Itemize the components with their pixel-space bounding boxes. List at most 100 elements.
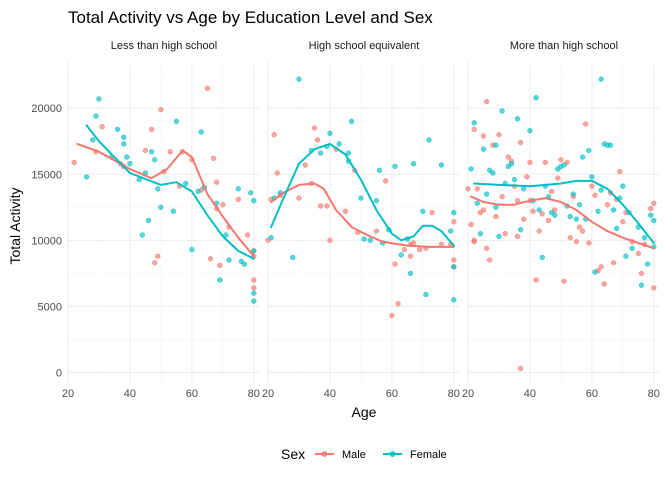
data-point-male	[158, 106, 164, 113]
data-point-male	[576, 224, 583, 230]
data-point-female	[145, 217, 152, 224]
x-tick-label: 40	[524, 388, 536, 400]
data-point-female	[648, 212, 654, 218]
data-point-female	[93, 113, 99, 119]
data-point-female	[451, 264, 457, 270]
data-point-female	[570, 191, 576, 197]
panel-3: More than high school 20 40 60 80	[462, 40, 660, 400]
data-point-female	[514, 116, 521, 122]
legend-key-female: Female	[383, 449, 447, 461]
x-axis-title: Age	[352, 404, 377, 420]
data-point-male	[651, 285, 657, 291]
data-point-male	[499, 194, 505, 200]
data-point-male	[517, 365, 524, 372]
data-point-male	[451, 257, 457, 263]
data-point-male	[487, 257, 493, 263]
data-point-male	[617, 168, 623, 175]
data-point-female	[251, 198, 257, 204]
data-point-male	[517, 139, 524, 146]
data-point-female	[493, 204, 499, 210]
data-point-female	[358, 195, 364, 201]
data-point-female	[290, 254, 296, 261]
data-point-male	[480, 133, 487, 139]
data-point-female	[451, 297, 457, 303]
data-point-male	[548, 188, 555, 195]
legend-title: Sex	[281, 446, 305, 462]
data-point-male	[468, 221, 474, 228]
data-point-male	[417, 246, 423, 253]
smooth-line-male	[470, 195, 655, 250]
data-point-male	[142, 147, 149, 154]
smooth-line-female	[85, 124, 255, 260]
data-point-male	[601, 281, 607, 287]
legend-key-point	[321, 451, 328, 457]
data-point-male	[610, 260, 617, 266]
data-point-female	[198, 129, 204, 135]
data-point-female	[235, 186, 241, 192]
data-point-female	[468, 166, 474, 172]
data-point-female	[552, 212, 558, 218]
data-point-male	[71, 159, 77, 166]
data-point-male	[579, 228, 586, 234]
data-point-male	[483, 98, 490, 105]
data-point-male	[558, 157, 564, 163]
data-point-female	[613, 225, 620, 232]
female-points	[268, 76, 457, 303]
data-point-male	[474, 186, 480, 192]
data-point-female	[296, 76, 302, 82]
data-point-female	[620, 183, 626, 189]
y-tick-label: 0	[56, 367, 62, 379]
data-point-male	[465, 186, 471, 192]
data-point-male	[471, 239, 477, 245]
data-point-male	[99, 124, 105, 130]
data-point-male	[620, 219, 626, 225]
data-point-male	[567, 235, 573, 241]
panel-minor-grid	[468, 62, 660, 383]
data-point-male	[410, 240, 417, 246]
data-point-female	[610, 207, 617, 213]
data-point-female	[561, 162, 567, 168]
data-point-male	[251, 285, 257, 291]
data-point-female	[480, 146, 487, 152]
data-point-male	[155, 253, 161, 259]
data-point-male	[502, 231, 508, 237]
panel-1: Less than high school 20 40 60 80 0 5000 10000 1…	[31, 40, 260, 400]
data-point-female	[241, 261, 248, 267]
data-point-male	[167, 149, 173, 155]
data-point-female	[586, 147, 592, 154]
x-tick-label: 80	[248, 388, 260, 400]
data-point-female	[638, 282, 645, 288]
y-tick-label: 10000	[31, 235, 62, 247]
data-point-male	[383, 178, 389, 184]
x-tick-label: 60	[186, 388, 198, 400]
x-tick-label: 60	[386, 388, 398, 400]
panel-major-grid	[67, 62, 260, 383]
facet-strip-label: High school equivalent	[309, 40, 420, 52]
data-point-male	[539, 211, 545, 217]
data-point-male	[373, 228, 380, 234]
data-point-female	[124, 154, 130, 160]
data-point-male	[327, 237, 333, 243]
data-point-male	[573, 239, 580, 245]
data-point-female	[83, 174, 90, 180]
data-point-male	[314, 137, 321, 143]
data-point-male	[271, 132, 277, 138]
data-point-male	[204, 85, 211, 92]
data-point-male	[521, 216, 527, 222]
data-point-female	[423, 291, 429, 298]
facet-strip-label: More than high school	[510, 40, 618, 52]
data-point-female	[536, 207, 542, 213]
data-point-male	[561, 278, 567, 284]
data-point-male	[496, 132, 502, 138]
data-point-female	[195, 188, 201, 195]
x-tick-label: 40	[124, 388, 136, 400]
data-point-male	[213, 179, 220, 185]
data-point-male	[401, 246, 407, 253]
data-point-female	[217, 277, 223, 283]
panel-major-grid	[467, 62, 660, 383]
data-point-female	[451, 209, 457, 216]
data-point-male	[451, 219, 457, 225]
data-point-female	[508, 161, 515, 167]
x-tick-label: 80	[448, 388, 460, 400]
data-point-male	[220, 202, 226, 208]
